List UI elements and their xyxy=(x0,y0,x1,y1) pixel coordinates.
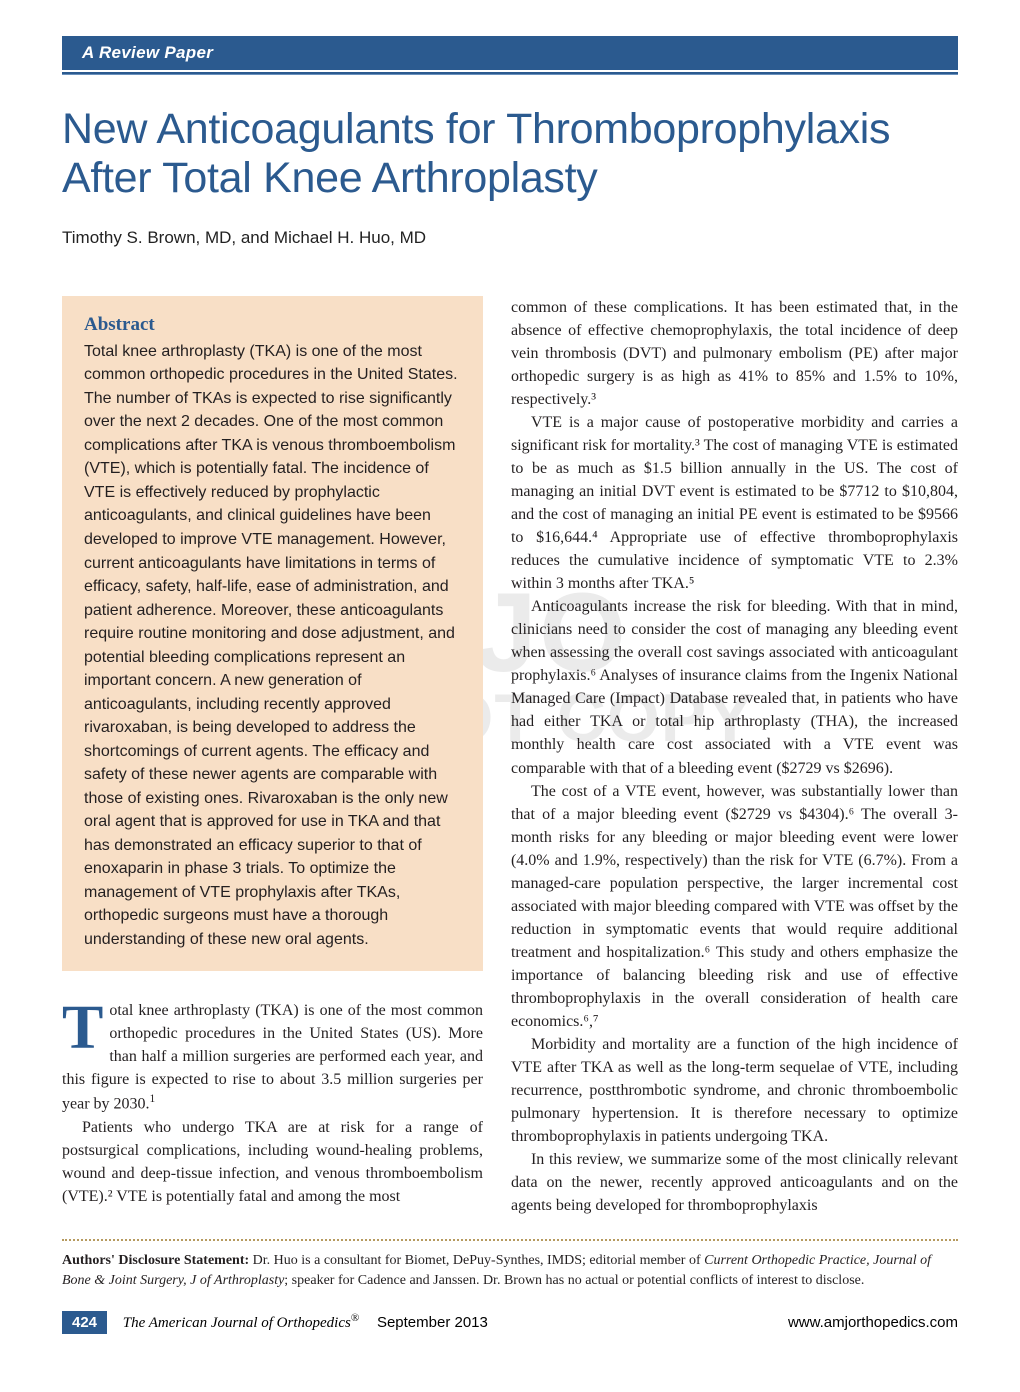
ref-1: 1 xyxy=(150,1093,156,1105)
section-label: A Review Paper xyxy=(82,43,213,62)
body-right-p6: In this review, we summarize some of the… xyxy=(511,1148,958,1217)
issue-date: September 2013 xyxy=(377,1314,488,1331)
page-footer: 424 The American Journal of Orthopedics®… xyxy=(62,1312,958,1332)
disclosure-text-1: Dr. Huo is a consultant for Biomet, DePu… xyxy=(249,1253,704,1268)
journal-name-text: The American Journal of Orthopedics xyxy=(123,1315,351,1331)
disclosure-label: Authors' Disclosure Statement: xyxy=(62,1253,249,1268)
abstract-text: Total knee arthroplasty (TKA) is one of … xyxy=(84,340,461,951)
body-right-p2: VTE is a major cause of postoperative mo… xyxy=(511,411,958,595)
body-right-p5: Morbidity and mortality are a function o… xyxy=(511,1033,958,1148)
footer-url: www.amjorthopedics.com xyxy=(788,1314,958,1331)
body-right-p1: common of these complications. It has be… xyxy=(511,296,958,411)
dropcap-T: T xyxy=(62,999,109,1054)
disclosure-statement: Authors' Disclosure Statement: Dr. Huo i… xyxy=(62,1251,958,1290)
author-line: Timothy S. Brown, MD, and Michael H. Huo… xyxy=(62,228,958,248)
article-title: New Anticoagulants for Thromboprophylaxi… xyxy=(62,105,958,204)
header-rule-thin xyxy=(62,74,958,75)
disclosure-text-2: ; speaker for Cadence and Janssen. Dr. B… xyxy=(284,1273,864,1288)
section-header-bar: A Review Paper xyxy=(62,36,958,70)
body-left-p1: Total knee arthroplasty (TKA) is one of … xyxy=(62,999,483,1115)
body-left-p2: Patients who undergo TKA are at risk for… xyxy=(62,1116,483,1208)
page-number: 424 xyxy=(62,1311,107,1334)
dotted-divider xyxy=(62,1239,958,1241)
abstract-box: Abstract Total knee arthroplasty (TKA) i… xyxy=(62,296,483,971)
body-right-p4: The cost of a VTE event, however, was su… xyxy=(511,780,958,1033)
left-column: Abstract Total knee arthroplasty (TKA) i… xyxy=(62,296,483,1217)
journal-name: The American Journal of Orthopedics® xyxy=(123,1315,363,1331)
right-column: common of these complications. It has be… xyxy=(511,296,958,1217)
footer-left: 424 The American Journal of Orthopedics®… xyxy=(62,1312,488,1332)
abstract-heading: Abstract xyxy=(84,314,461,336)
body-left: Total knee arthroplasty (TKA) is one of … xyxy=(62,999,483,1208)
body-left-p1-text: otal knee arthroplasty (TKA) is one of t… xyxy=(62,1002,483,1112)
registered-mark: ® xyxy=(351,1312,359,1324)
body-right-p3: Anticoagulants increase the risk for ble… xyxy=(511,595,958,779)
